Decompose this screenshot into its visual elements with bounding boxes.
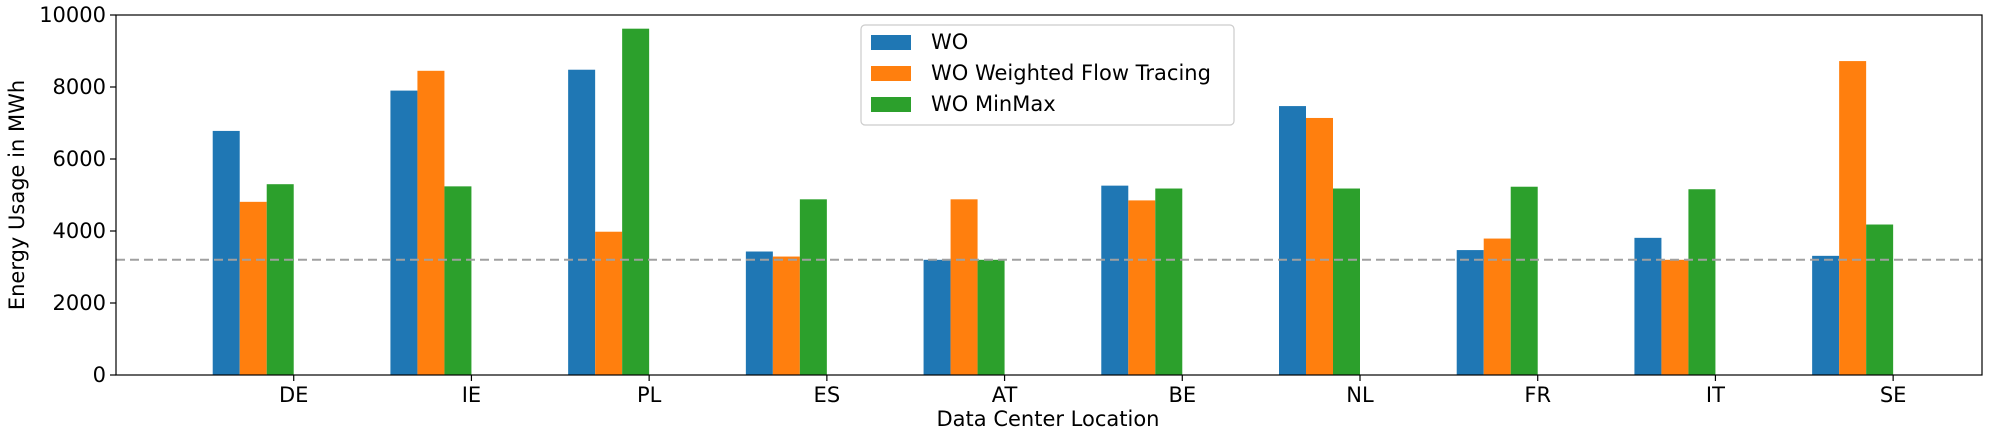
bar-wo-minmax-be (1155, 188, 1183, 375)
bar-wo-at (923, 259, 951, 375)
bar-wo-minmax-de (266, 184, 294, 375)
bar-wo-be (1101, 185, 1129, 375)
bars-layer (212, 28, 1894, 376)
y-tick-label: 4000 (53, 219, 106, 243)
bar-wo-weighted-flow-tracing-fr (1483, 238, 1511, 375)
bar-wo-minmax-fr (1510, 186, 1538, 375)
x-tick-label-fr: FR (1524, 383, 1551, 407)
legend-swatch (871, 97, 911, 112)
bar-wo-minmax-pl (622, 28, 650, 376)
bar-wo-minmax-es (799, 199, 827, 375)
bar-wo-weighted-flow-tracing-at (950, 199, 978, 375)
legend-box (860, 24, 1235, 126)
bar-wo-ie (390, 90, 418, 375)
x-tick-label-se: SE (1880, 383, 1907, 407)
bar-wo-fr (1456, 250, 1484, 375)
legend-entry-label: WO MinMax (931, 92, 1056, 116)
y-axis: 0 2000 4000 6000 8000 10000 (39, 3, 116, 387)
bar-wo-weighted-flow-tracing-ie (417, 70, 445, 376)
legend-entry-label: WO (931, 30, 968, 54)
bar-wo-weighted-flow-tracing-es (772, 256, 800, 375)
x-tick-label-be: BE (1168, 383, 1196, 407)
bar-wo-se (1812, 255, 1840, 375)
bar-wo-it (1634, 237, 1662, 375)
legend-entry-label: WO Weighted Flow Tracing (931, 61, 1211, 85)
bar-wo-minmax-it (1688, 189, 1716, 375)
bar-wo-weighted-flow-tracing-be (1128, 200, 1156, 375)
y-tick-label: 6000 (53, 147, 106, 171)
bar-wo-minmax-se (1866, 224, 1894, 375)
y-tick-label: 2000 (53, 291, 106, 315)
y-tick-label: 10000 (39, 3, 106, 27)
x-tick-label-es: ES (814, 383, 841, 407)
x-tick-label-nl: NL (1346, 383, 1374, 407)
x-tick-label-it: IT (1706, 383, 1725, 407)
legend-swatch (871, 35, 911, 50)
x-tick-label-pl: PL (637, 383, 662, 407)
plot-frame (115, 14, 1983, 376)
bar-wo-weighted-flow-tracing-it (1661, 259, 1689, 375)
bar-wo-nl (1279, 106, 1306, 375)
legend-swatch (871, 66, 911, 81)
y-tick-label: 8000 (53, 75, 106, 99)
y-tick-label: 0 (93, 363, 106, 387)
bar-wo-pl (568, 69, 596, 375)
x-tick-label-at: AT (992, 383, 1018, 407)
bar-wo-weighted-flow-tracing-pl (595, 231, 623, 375)
bar-wo-weighted-flow-tracing-nl (1306, 117, 1333, 376)
x-axis: DE IE PL ES AT BE NL FR IT SE (279, 375, 1906, 407)
legend: WO WO Weighted Flow Tracing WO MinMax (860, 24, 1235, 126)
bar-wo-de (212, 130, 240, 375)
y-axis-label: Energy Usage in MWh (5, 80, 29, 310)
bar-wo-minmax-at (977, 259, 1005, 375)
x-tick-label-de: DE (279, 383, 308, 407)
x-tick-label-ie: IE (462, 383, 481, 407)
bar-wo-minmax-ie (444, 186, 472, 375)
bar-wo-weighted-flow-tracing-se (1839, 61, 1867, 376)
x-axis-label: Data Center Location (937, 407, 1160, 431)
bar-wo-es (745, 251, 773, 375)
bar-wo-weighted-flow-tracing-de (239, 201, 267, 375)
bar-wo-minmax-nl (1333, 188, 1360, 375)
